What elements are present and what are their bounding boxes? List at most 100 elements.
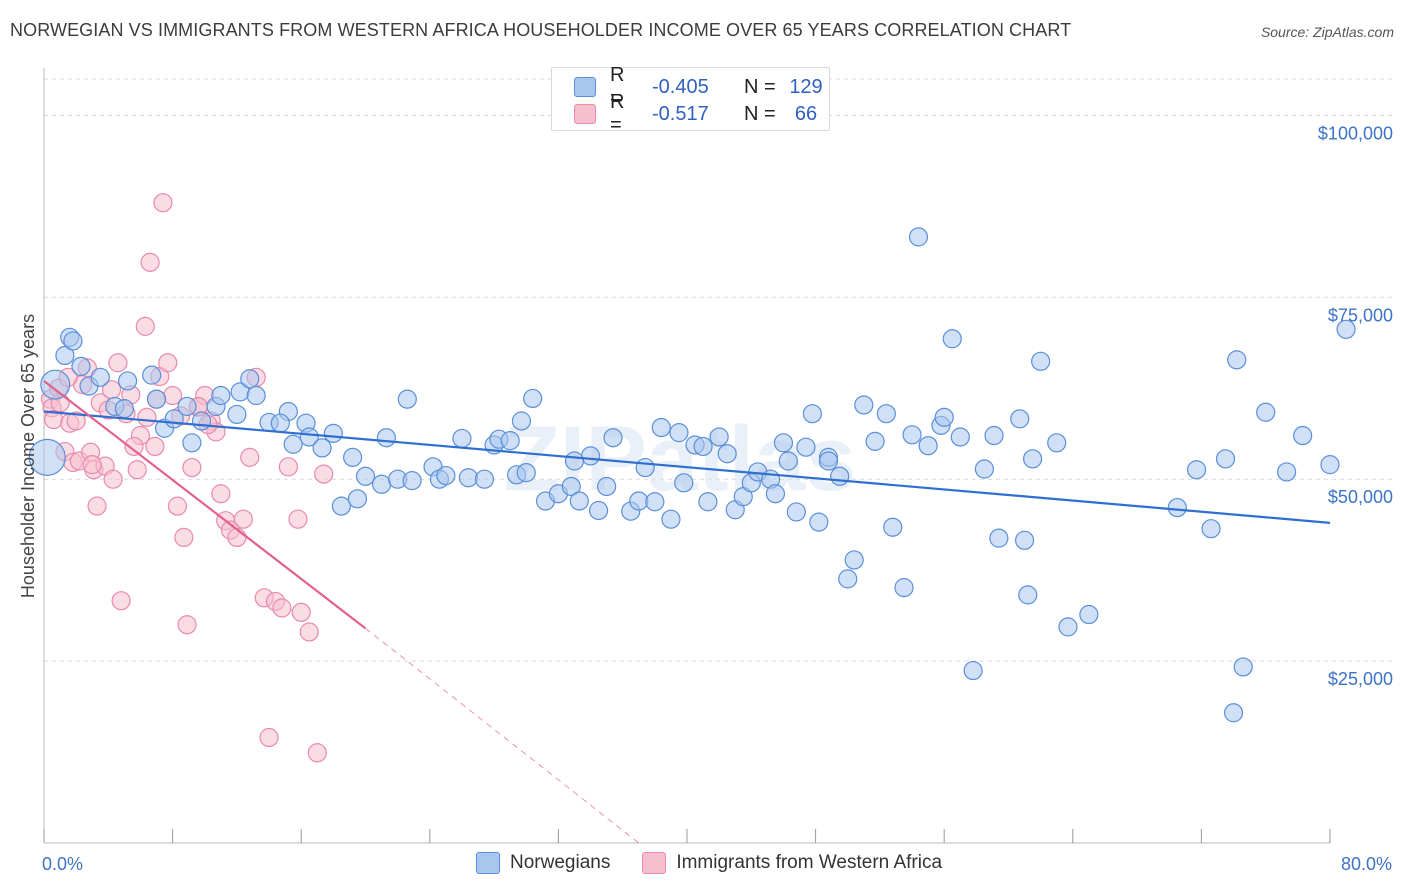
data-point (561, 476, 581, 497)
data-point (894, 578, 914, 598)
data-point (87, 496, 107, 516)
data-point (402, 471, 422, 491)
legend-swatch-blue (574, 77, 596, 97)
x-tick-right: 80.0% (1341, 854, 1392, 874)
data-point (516, 463, 536, 483)
data-point (603, 428, 623, 448)
data-point (1215, 449, 1236, 469)
data-point (299, 427, 319, 447)
data-point (838, 569, 858, 589)
data-point (278, 457, 298, 477)
data-point (1201, 519, 1221, 539)
data-point (314, 464, 334, 484)
data-point (902, 425, 922, 445)
data-point (211, 385, 231, 406)
bottom-legend-norwegians[interactable]: Norwegians (476, 852, 610, 874)
data-point (82, 455, 102, 475)
legend: R = -0.405 N = 129 R = -0.517 N = 66 (551, 64, 830, 136)
data-point (674, 473, 694, 493)
bottom-legend-immigrants[interactable]: Immigrants from Western Africa (642, 852, 942, 874)
data-point (1010, 409, 1030, 429)
data-point (137, 407, 157, 427)
pink-series (40, 193, 334, 763)
data-point (564, 451, 585, 471)
data-point (233, 509, 253, 529)
data-point (1018, 585, 1038, 605)
legend-r-value: -0.517 (652, 102, 709, 125)
data-point (397, 389, 417, 409)
data-point (114, 399, 134, 419)
data-point (66, 411, 86, 431)
data-point (63, 331, 83, 351)
data-point (786, 502, 806, 522)
data-point (1079, 604, 1099, 625)
legend-swatch-pink (574, 104, 596, 124)
data-point (963, 660, 983, 681)
data-point (436, 465, 456, 486)
data-point (240, 369, 260, 389)
data-point (177, 615, 197, 635)
data-point (580, 446, 601, 466)
data-point (174, 527, 194, 548)
data-point (698, 492, 718, 512)
data-point (709, 427, 729, 447)
y-tick-label: $50,000 (1328, 487, 1393, 507)
data-point (511, 411, 532, 431)
data-point (500, 431, 520, 451)
legend-row-immigrants: R = -0.517 N = 66 (574, 91, 826, 136)
legend-n-value: 129 (789, 75, 823, 98)
data-point (1023, 449, 1043, 469)
data-point (934, 407, 954, 427)
data-point (1276, 462, 1297, 482)
data-point (182, 457, 202, 478)
data-point (629, 491, 649, 511)
data-point (142, 365, 162, 385)
data-point (765, 484, 786, 504)
data-point (950, 427, 970, 447)
bottom-legend-label: Norwegians (510, 852, 611, 873)
data-point (1058, 617, 1078, 637)
data-point (153, 193, 173, 213)
data-point (661, 509, 681, 529)
data-point (452, 428, 472, 449)
y-tick-labels: $25,000 $50,000 $75,000 $100,000 (1318, 123, 1393, 689)
legend-swatch-pink (642, 852, 667, 874)
legend-r-label: R = (610, 64, 625, 109)
data-point (288, 509, 308, 529)
data-point (1167, 497, 1187, 518)
data-point (227, 404, 247, 425)
data-point (323, 423, 343, 443)
data-point (818, 451, 839, 471)
chart-title: NORWEGIAN VS IMMIGRANTS FROM WESTERN AFR… (10, 20, 1072, 40)
data-point (140, 252, 160, 272)
data-point (635, 457, 655, 478)
data-point (108, 353, 128, 373)
data-point (28, 438, 66, 476)
data-point (458, 468, 478, 488)
data-point (523, 388, 543, 409)
data-point (474, 469, 495, 489)
data-point (376, 428, 396, 448)
data-point (355, 466, 376, 486)
data-point (974, 459, 994, 479)
blue-series (28, 227, 1356, 723)
data-point (158, 353, 178, 373)
legend-r-label: R = (610, 91, 625, 136)
data-point (918, 436, 938, 456)
data-point (227, 527, 247, 548)
data-point (773, 433, 794, 453)
data-point (1293, 425, 1313, 446)
data-point (182, 433, 202, 453)
source-label: Source: ZipAtlas.com (1260, 24, 1394, 40)
data-point (883, 517, 903, 537)
data-point (240, 447, 260, 467)
data-point (1227, 350, 1247, 370)
data-point (90, 367, 110, 387)
data-point (111, 591, 131, 611)
data-point (71, 356, 91, 377)
data-point (117, 371, 138, 391)
data-point (669, 423, 689, 443)
data-point (1014, 530, 1035, 550)
data-point (984, 425, 1004, 446)
